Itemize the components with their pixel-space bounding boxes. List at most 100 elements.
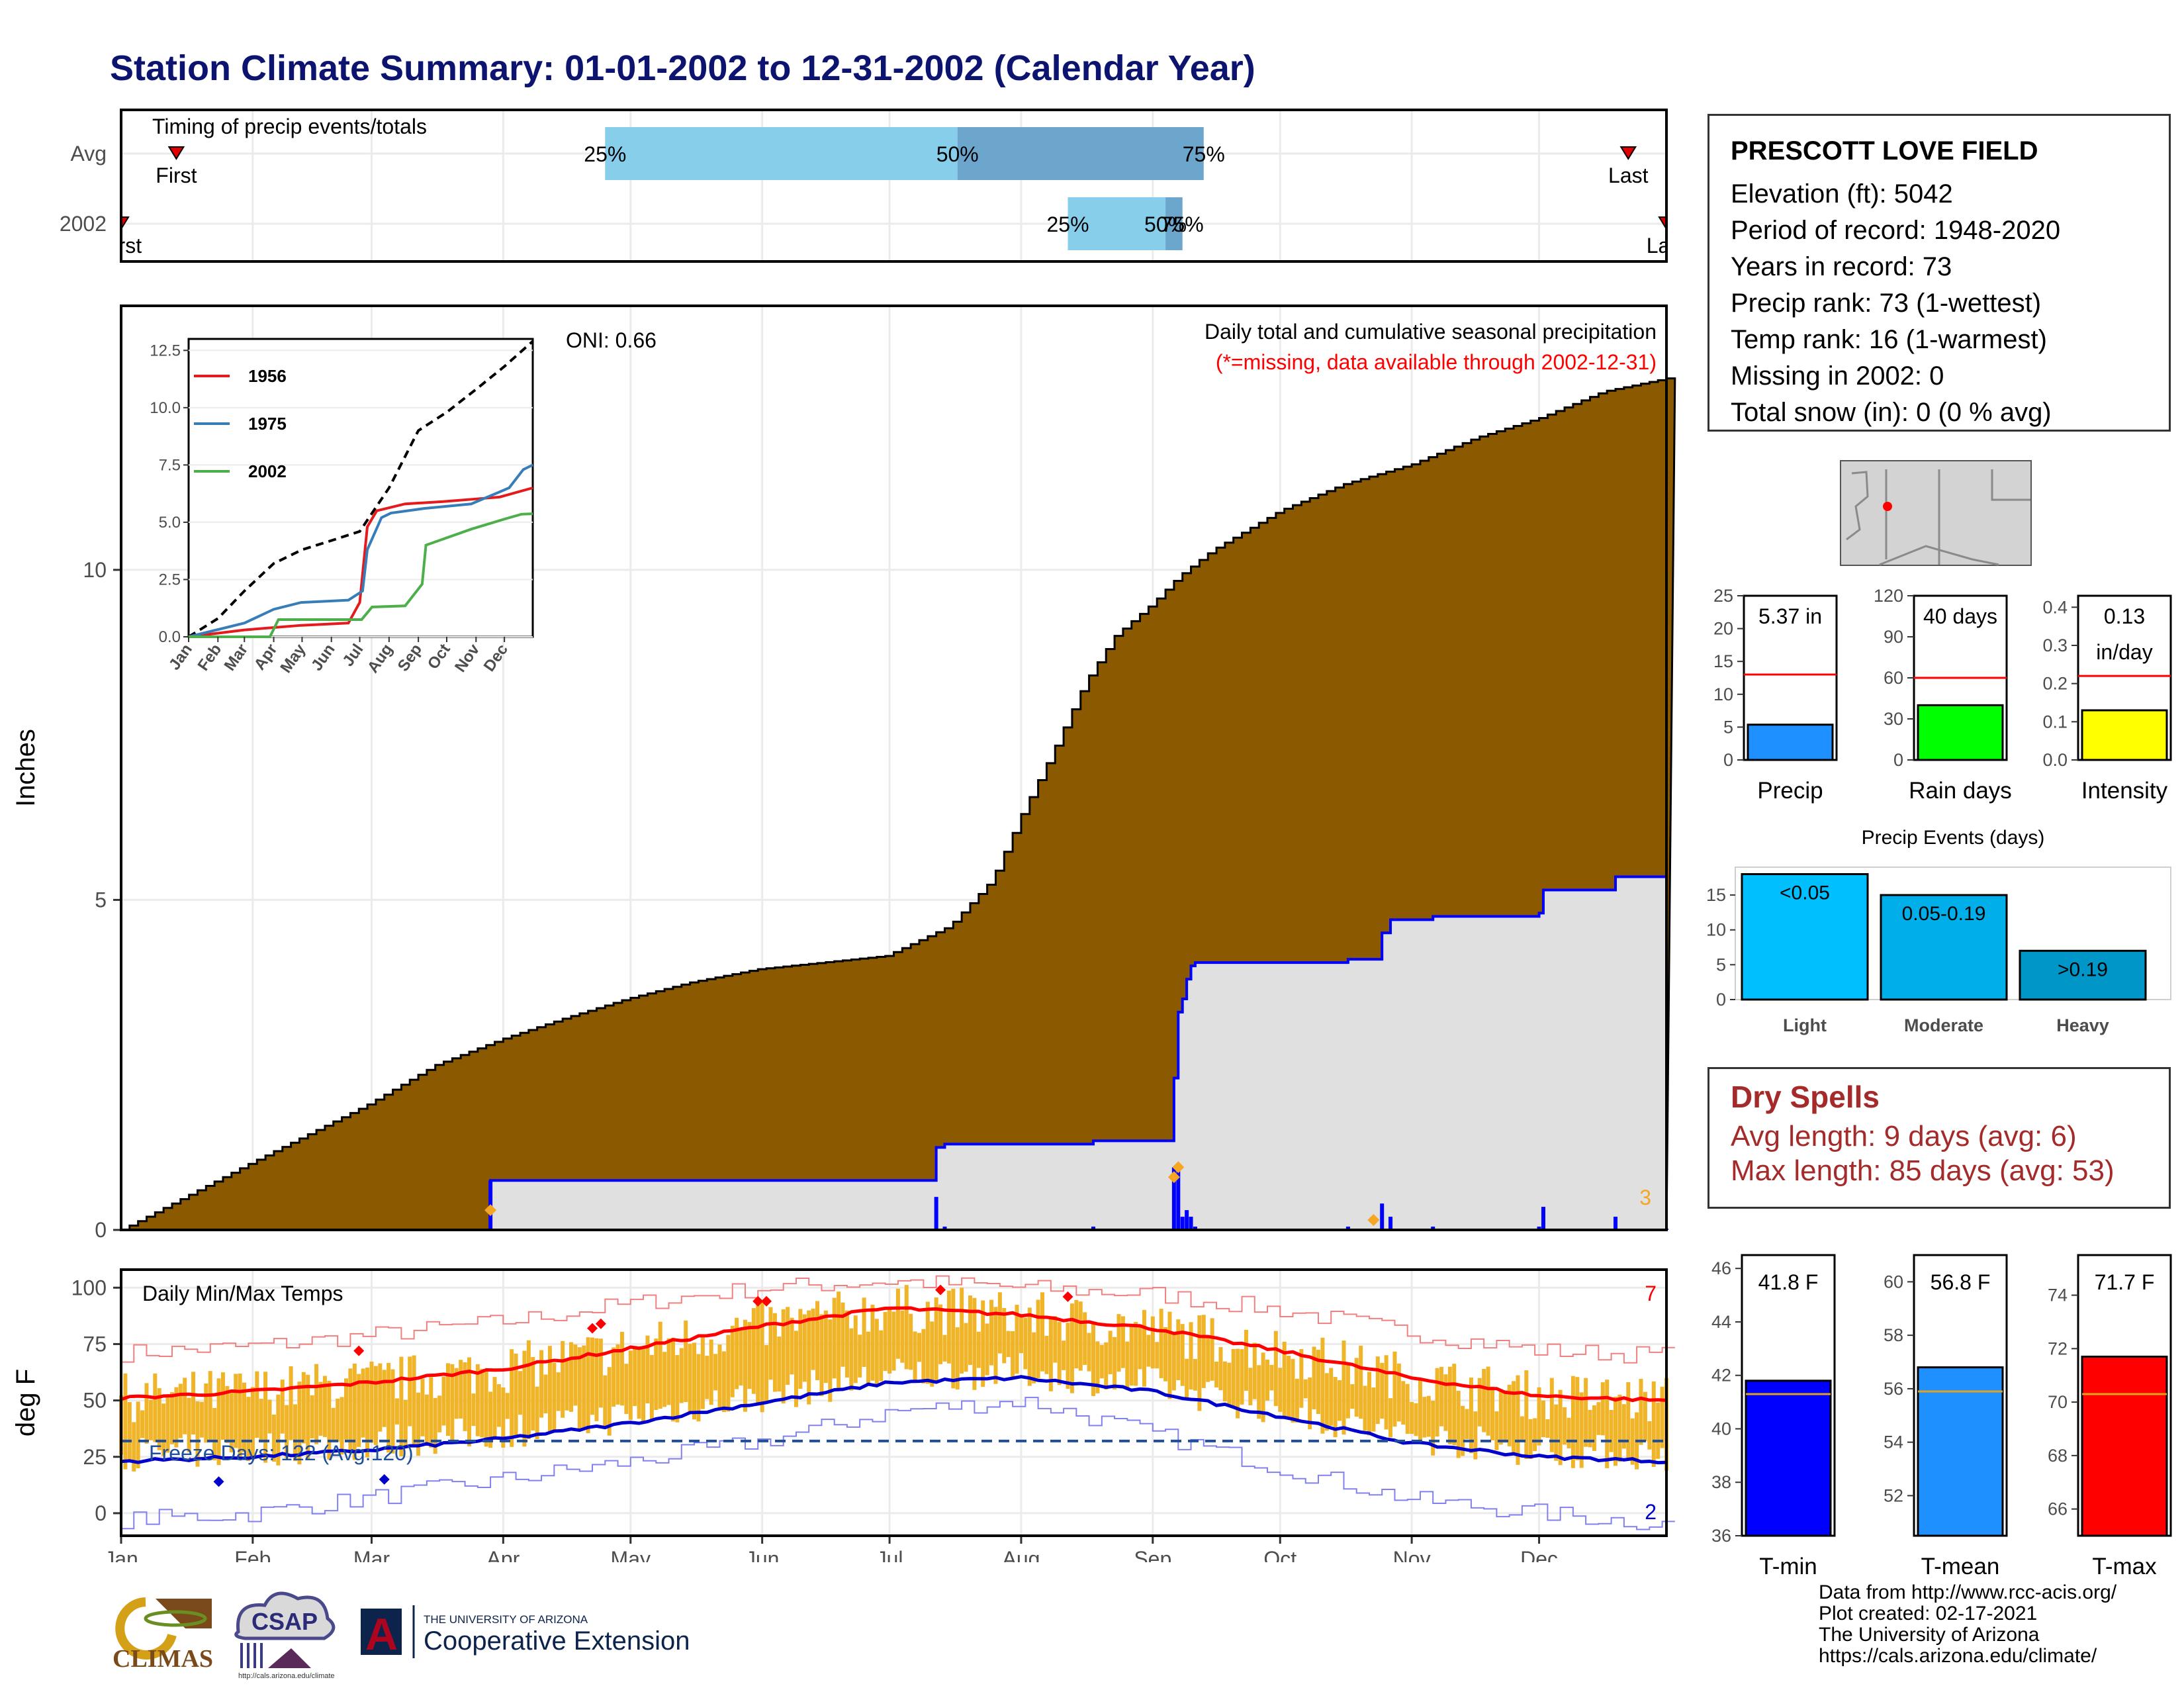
daily-temp-bar <box>696 1354 701 1422</box>
daily-temp-bar <box>471 1393 476 1427</box>
daily-temp-bar <box>934 1297 938 1381</box>
daily-temp-bar <box>862 1297 866 1368</box>
climas-logo: CLIMAS <box>113 1597 213 1673</box>
daily-temp-bar <box>420 1378 425 1436</box>
credit-url: https://cals.arizona.edu/climate/ <box>1819 1645 2097 1667</box>
daily-precip-bar <box>1541 1207 1545 1230</box>
temp-value-label: 56.8 F <box>1931 1270 1991 1294</box>
summary-ytick-label: 0.1 <box>2042 712 2068 731</box>
daily-temp-bar <box>1410 1401 1414 1434</box>
temp-ytick-label: 100 <box>71 1276 107 1299</box>
month-label: Dec <box>1520 1547 1558 1562</box>
daily-temp-bar <box>1422 1397 1427 1438</box>
month-label: Feb <box>234 1547 271 1562</box>
daily-temp-bar <box>340 1397 344 1455</box>
daily-temp-bar <box>1044 1335 1049 1374</box>
daily-temp-bar <box>505 1393 510 1419</box>
daily-temp-bar <box>1388 1398 1393 1438</box>
daily-temp-bar <box>1171 1333 1176 1391</box>
csap-text: CSAP <box>251 1608 318 1635</box>
record-low-marker <box>213 1476 224 1487</box>
daily-temp-bar <box>250 1387 255 1460</box>
daily-temp-bar <box>713 1354 718 1391</box>
daily-temp-bar <box>951 1288 956 1389</box>
daily-temp-bar <box>1040 1292 1045 1372</box>
daily-temp-bar <box>1592 1405 1596 1451</box>
daily-temp-bar <box>216 1378 221 1466</box>
daily-temp-bar <box>1163 1327 1168 1382</box>
daily-temp-bar <box>654 1338 659 1411</box>
daily-temp-bar <box>735 1317 739 1389</box>
daily-temp-bar <box>721 1351 726 1413</box>
daily-temp-bar <box>930 1321 934 1387</box>
inset-series-line <box>188 463 533 638</box>
temp-panel-title: Daily Min/Max Temps <box>142 1282 343 1305</box>
daily-temp-bar <box>1278 1368 1283 1412</box>
credit-source: Data from http://www.rcc-acis.org/ <box>1819 1581 2117 1603</box>
daily-temp-bar <box>1503 1390 1508 1443</box>
daily-temp-bar <box>989 1299 994 1366</box>
precip-events-chart: Precip Events (days) 0 5 10 15 <0.05 Light 0.05… <box>1706 827 2171 1035</box>
summary-ytick-label: 0 <box>1723 750 1733 770</box>
inset-ytick-label: 5.0 <box>159 514 181 532</box>
daily-temp-bar <box>1405 1383 1410 1434</box>
daily-temp-bar <box>1062 1340 1066 1370</box>
events-bar <box>1741 873 1869 1001</box>
daily-temp-bar <box>1316 1350 1320 1415</box>
station-years: Years in record: 73 <box>1731 252 1952 281</box>
daily-temp-bar <box>628 1350 633 1420</box>
daily-temp-bar <box>624 1364 629 1415</box>
daily-temp-bar <box>942 1335 947 1362</box>
daily-temp-bar <box>280 1380 285 1434</box>
summary-ytick-label: 10 <box>1713 684 1733 704</box>
temp-summary-bar <box>1745 1380 1832 1537</box>
daily-temp-bar <box>492 1377 497 1438</box>
daily-temp-bar <box>1066 1323 1070 1389</box>
temp-bar-ytick-label: 70 <box>2048 1392 2068 1412</box>
daily-temp-bar <box>484 1370 488 1447</box>
daily-temp-bar <box>1053 1316 1058 1363</box>
daily-temp-bar <box>1447 1366 1452 1444</box>
daily-temp-bar <box>157 1388 161 1450</box>
avg-min-line <box>120 1375 1667 1465</box>
daily-temp-bar <box>1002 1307 1007 1364</box>
daily-temp-bar <box>1108 1331 1113 1375</box>
record-high-marker <box>587 1323 598 1334</box>
daily-temp-bar <box>586 1337 590 1434</box>
daily-temp-bar <box>522 1350 527 1447</box>
summary-bar-label: Rain days <box>1909 778 2012 804</box>
events-ytick-label: 15 <box>1706 885 1726 905</box>
year-cumulative-area <box>121 875 1668 1231</box>
temp-bar-label: T-max <box>2092 1554 2157 1579</box>
daily-temp-bar <box>1443 1374 1448 1431</box>
daily-temp-bar <box>459 1360 463 1419</box>
daily-temp-bar <box>496 1384 501 1427</box>
inset-ytick-label: 12.5 <box>150 342 181 359</box>
ua-big-text: Cooperative Extension <box>424 1626 690 1656</box>
daily-temp-bar <box>547 1346 552 1432</box>
daily-temp-bar <box>132 1422 136 1472</box>
daily-temp-bar <box>1120 1316 1125 1368</box>
temp-bar-ytick-label: 46 <box>1711 1258 1731 1278</box>
daily-temp-bar <box>997 1292 1002 1354</box>
daily-precip-bar <box>1091 1227 1095 1230</box>
daily-precip-bar <box>1189 1217 1193 1230</box>
month-label: Oct <box>1263 1547 1297 1562</box>
daily-temp-bar <box>539 1350 544 1418</box>
daily-temp-bar <box>1116 1314 1121 1372</box>
daily-temp-bar <box>1333 1377 1338 1438</box>
summary-ytick-label: 120 <box>1874 586 1903 606</box>
precip-missing-note: (*=missing, data available through 2002-… <box>1216 350 1657 374</box>
daily-temp-bar <box>1295 1378 1299 1423</box>
daily-temp-bar <box>985 1323 989 1376</box>
ua-block <box>361 1609 402 1655</box>
station-temp-rank: Temp rank: 16 (1-warmest) <box>1731 325 2047 354</box>
freeze-days-label: Freeze Days: 122 (Avg:120) <box>149 1441 414 1465</box>
temp-ylabel: deg F <box>11 1369 40 1436</box>
daily-temp-bar <box>285 1405 289 1458</box>
daily-temp-bar <box>204 1383 208 1443</box>
station-location-marker <box>1883 502 1892 511</box>
daily-temp-bar <box>165 1395 170 1453</box>
daily-temp-bar <box>191 1372 196 1435</box>
daily-temp-bar <box>675 1354 680 1423</box>
